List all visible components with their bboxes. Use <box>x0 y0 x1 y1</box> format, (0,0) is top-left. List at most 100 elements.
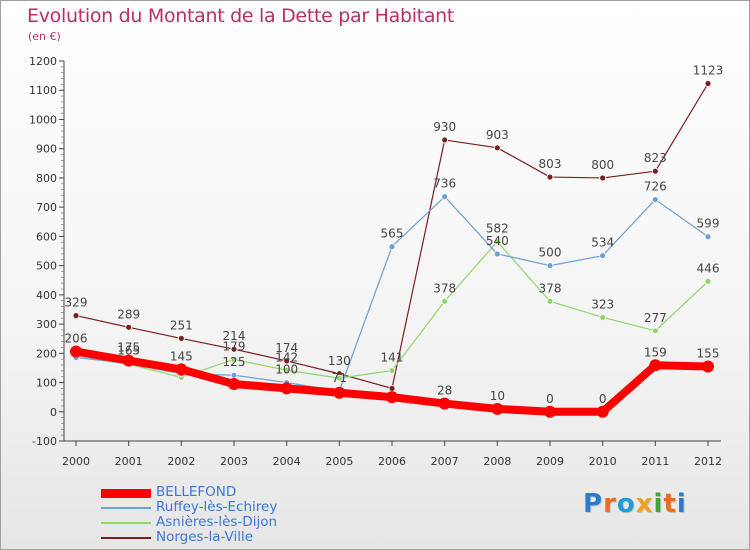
data-labels: 329 289 251 214 174 130 930 903 803 800 823 1123 179… <box>65 64 724 406</box>
data-label: 329 <box>65 296 88 310</box>
data-point <box>704 80 712 87</box>
data-point <box>599 252 607 260</box>
data-point <box>122 354 135 367</box>
data-label: 800 <box>591 158 614 172</box>
data-point <box>649 359 662 372</box>
y-tick-label: 200 <box>36 347 57 360</box>
legend-item-norges-la-ville: Norges-la-Ville <box>101 529 361 545</box>
x-tick-label: 2011 <box>641 455 669 468</box>
logo-letter: i <box>676 489 687 519</box>
data-label: 534 <box>591 236 614 250</box>
data-label: 540 <box>486 234 509 248</box>
data-label: 251 <box>170 318 193 332</box>
data-label: 130 <box>328 354 351 368</box>
y-tick-label: 500 <box>36 260 57 273</box>
data-point <box>493 250 501 258</box>
series-asnieres-les-dijon <box>72 238 712 382</box>
x-tick-label: 2010 <box>589 455 617 468</box>
y-tick-label: 300 <box>36 318 57 331</box>
data-label: 141 <box>381 351 404 365</box>
data-point <box>702 360 714 373</box>
legend-label: Asnières-lès-Dijon <box>156 514 278 530</box>
legend-swatch <box>101 488 151 498</box>
x-tick-label: 2008 <box>483 455 511 468</box>
y-tick-label: 400 <box>36 289 57 302</box>
data-point <box>177 334 185 342</box>
data-point <box>651 167 659 175</box>
data-label: 565 <box>381 227 404 241</box>
data-point <box>283 357 291 365</box>
y-tick-label: -100 <box>32 435 57 448</box>
data-label: 803 <box>539 157 562 171</box>
legend: BELLEFOND Ruffey-lès-Echirey Asnières-lès-… <box>101 484 361 545</box>
data-point <box>335 374 343 382</box>
chart-unit: (en €) <box>28 30 61 43</box>
data-point <box>441 297 449 305</box>
data-point <box>441 193 449 201</box>
data-point <box>599 313 607 321</box>
data-label: 174 <box>275 341 298 355</box>
chart-title: Evolution du Montant de la Dette par Hab… <box>27 5 455 27</box>
legend-label: Norges-la-Ville <box>156 529 254 545</box>
data-point <box>388 367 396 374</box>
data-label: 903 <box>486 128 509 142</box>
data-label: 378 <box>539 281 562 295</box>
data-point <box>70 345 82 358</box>
y-tick-label: 1200 <box>29 55 57 68</box>
data-label: 323 <box>591 297 614 311</box>
data-label: 0 <box>546 392 554 406</box>
data-label: 206 <box>65 332 88 346</box>
data-label: 726 <box>644 180 667 194</box>
logo-letter: i <box>653 489 664 519</box>
data-label: 125 <box>223 355 246 369</box>
data-point <box>441 136 449 144</box>
x-tick-label: 2006 <box>378 455 406 468</box>
data-point <box>72 312 80 320</box>
data-label: 100 <box>275 363 298 377</box>
data-label: 599 <box>697 217 720 231</box>
data-label: 378 <box>433 281 456 295</box>
logo-letter: t <box>663 489 677 519</box>
x-tick-label: 2004 <box>273 455 301 468</box>
y-tick-label: 900 <box>36 143 57 156</box>
data-point <box>333 386 346 399</box>
data-point <box>230 345 238 353</box>
legend-item-bellefond: BELLEFOND <box>101 484 361 500</box>
data-label: 159 <box>644 345 667 359</box>
logo-letter: o <box>616 489 636 519</box>
data-label: 1123 <box>693 64 724 78</box>
data-label: 582 <box>486 222 509 236</box>
data-point <box>493 144 501 152</box>
legend-label: BELLEFOND <box>156 484 237 500</box>
legend-swatch <box>101 522 151 524</box>
data-point <box>230 371 238 379</box>
x-tick-label: 2012 <box>694 455 722 468</box>
data-label: 736 <box>433 177 456 191</box>
data-point <box>704 277 712 285</box>
legend-label: Ruffey-lès-Echirey <box>156 499 278 515</box>
data-point <box>230 356 238 363</box>
y-tick-label: 0 <box>50 406 57 419</box>
axes: -100010020030040050060070080090010001100… <box>29 55 722 468</box>
x-tick-label: 2002 <box>167 455 195 468</box>
data-label: 823 <box>644 151 667 165</box>
data-point <box>546 173 554 181</box>
legend-item-ruffey-les-echirey: Ruffey-lès-Echirey <box>101 499 361 515</box>
data-label: 10 <box>490 389 505 403</box>
data-label: 28 <box>437 384 452 398</box>
data-point <box>651 196 659 203</box>
data-label: 500 <box>539 246 562 260</box>
data-label: 214 <box>223 329 246 343</box>
y-tick-label: 1100 <box>29 84 57 97</box>
legend-item-asnieres-les-dijon: Asnières-lès-Dijon <box>101 514 361 530</box>
data-label: 71 <box>332 371 347 385</box>
x-tick-label: 2003 <box>220 455 248 468</box>
data-label: 179 <box>223 339 246 353</box>
data-point <box>386 391 398 404</box>
data-label: 0 <box>599 392 607 406</box>
proxiti-logo: Proxiti <box>583 489 687 519</box>
y-tick-label: 700 <box>36 201 57 214</box>
x-tick-label: 2009 <box>536 455 564 468</box>
